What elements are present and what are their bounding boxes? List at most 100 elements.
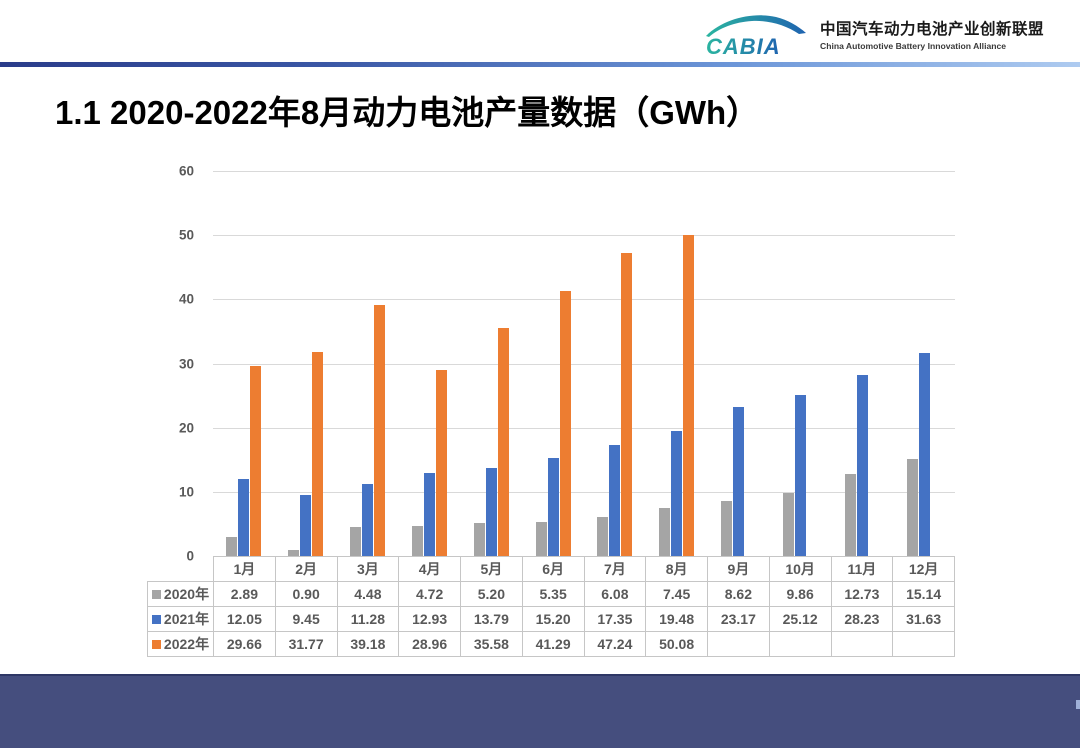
bar-2021年-11月 <box>856 374 868 556</box>
y-tick-label-10: 10 <box>178 484 194 500</box>
bar-2021年-6月 <box>547 458 559 556</box>
legend-swatch-2022年 <box>151 639 161 649</box>
bar-group-9月 <box>708 171 770 556</box>
footer-bar <box>0 674 1080 748</box>
bar-2021年-12月 <box>918 353 930 556</box>
legend-swatch-2021年 <box>151 614 161 624</box>
value-2020年-8月: 7.45 <box>645 581 708 607</box>
month-header-9月: 9月 <box>707 556 770 582</box>
bar-group-12月 <box>893 171 955 556</box>
gridline-40 <box>213 299 955 301</box>
value-2021年-5月: 13.79 <box>460 606 523 632</box>
value-2020年-6月: 5.35 <box>521 581 585 607</box>
logo-wordmark: CABIA <box>706 34 781 58</box>
bar-2022年-1月 <box>250 365 262 556</box>
month-header-4月: 4月 <box>398 556 461 582</box>
bar-2021年-2月 <box>300 495 312 556</box>
bar-2020年-6月 <box>535 521 547 556</box>
month-header-3月: 3月 <box>336 556 400 582</box>
bar-group-8月 <box>646 171 708 556</box>
value-2020年-3月: 4.48 <box>336 581 400 607</box>
value-2021年-12月: 31.63 <box>892 606 955 632</box>
bar-2020年-9月 <box>721 500 733 556</box>
value-2021年-11月: 28.23 <box>830 606 894 632</box>
y-tick-label-20: 20 <box>178 420 194 436</box>
bar-2020年-3月 <box>350 527 362 556</box>
value-2022年-11月 <box>830 631 894 657</box>
series-label-2020年: 2020年 <box>147 581 214 607</box>
y-tick-label-50: 50 <box>178 227 194 243</box>
bar-group-10月 <box>769 171 831 556</box>
org-name-en: China Automotive Battery Innovation Alli… <box>819 41 1007 51</box>
bar-2020年-12月 <box>906 458 918 556</box>
bar-group-7月 <box>584 171 646 556</box>
gridline-30 <box>213 363 955 365</box>
value-2021年-2月: 9.45 <box>274 606 338 632</box>
value-2021年-6月: 15.20 <box>521 606 585 632</box>
chart-data-table: 1月 2月 3月 4月 5月 6月 7月 8月 9月 10月 11月 12月 2020年 2.89 0.90… <box>147 556 955 657</box>
value-2022年-1月: 29.66 <box>213 631 276 657</box>
bar-2020年-7月 <box>597 517 609 556</box>
value-2021年-4月: 12.93 <box>398 606 461 632</box>
value-2022年-4月: 28.96 <box>398 631 461 657</box>
value-2020年-10月: 9.86 <box>768 581 832 607</box>
value-2020年-9月: 8.62 <box>707 581 770 607</box>
y-tick-label-60: 60 <box>178 163 194 179</box>
gridline-50 <box>213 235 955 237</box>
bar-2021年-3月 <box>362 483 374 556</box>
value-2020年-4月: 4.72 <box>398 581 461 607</box>
month-header-5月: 5月 <box>460 556 523 582</box>
bar-2022年-8月 <box>683 234 695 556</box>
table-corner-cell <box>148 557 214 582</box>
month-header-7月: 7月 <box>583 556 647 582</box>
org-name-zh: 中国汽车动力电池产业创新联盟 <box>819 21 1044 38</box>
month-header-8月: 8月 <box>645 556 708 582</box>
bar-2022年-7月 <box>621 252 633 556</box>
gridline-60 <box>213 171 955 172</box>
value-2022年-3月: 39.18 <box>336 631 400 657</box>
bar-group-2月 <box>275 171 337 556</box>
series-name: 2022年 <box>163 636 210 652</box>
value-2020年-2月: 0.90 <box>274 581 338 607</box>
bar-2021年-4月 <box>423 473 435 556</box>
bar-2021年-1月 <box>238 478 250 556</box>
y-axis: 0 10 20 30 40 50 60 <box>148 164 204 564</box>
bar-2021年-10月 <box>794 394 806 556</box>
month-header-2月: 2月 <box>274 556 338 582</box>
value-2022年-10月 <box>768 631 832 657</box>
month-header-6月: 6月 <box>521 556 585 582</box>
bar-2022年-2月 <box>312 352 324 556</box>
header-logo: CABIA 中国汽车动力电池产业创新联盟 China Automotive Ba… <box>702 10 1044 58</box>
bar-2021年-8月 <box>671 431 683 556</box>
bar-2020年-8月 <box>659 508 671 556</box>
chart-plot-area <box>213 171 955 556</box>
value-2022年-7月: 47.24 <box>583 631 647 657</box>
value-2020年-1月: 2.89 <box>213 581 276 607</box>
series-label-2022年: 2022年 <box>147 631 214 657</box>
series-name: 2020年 <box>163 586 210 602</box>
bar-2020年-11月 <box>844 474 856 556</box>
bar-groups <box>213 171 955 556</box>
value-2021年-10月: 25.12 <box>768 606 832 632</box>
bar-2021年-7月 <box>609 444 621 556</box>
bar-group-3月 <box>337 171 399 556</box>
bar-2022年-5月 <box>497 327 509 556</box>
table-row-2020年: 2020年 2.89 0.90 4.48 4.72 5.20 5.35 6.08 7.45 8.6… <box>147 581 955 607</box>
month-header-1月: 1月 <box>213 556 276 582</box>
header-divider-rule <box>0 62 1080 67</box>
value-2022年-9月 <box>707 631 770 657</box>
table-row-2021年: 2021年 12.05 9.45 11.28 12.93 13.79 15.20 17.35 1… <box>147 606 955 632</box>
bar-group-4月 <box>398 171 460 556</box>
value-2021年-9月: 23.17 <box>707 606 770 632</box>
series-label-2021年: 2021年 <box>147 606 214 632</box>
bar-group-1月 <box>213 171 275 556</box>
value-2020年-11月: 12.73 <box>830 581 894 607</box>
y-tick-label-30: 30 <box>178 356 194 371</box>
value-2021年-3月: 11.28 <box>336 606 400 632</box>
value-2022年-8月: 50.08 <box>645 631 708 657</box>
table-row-2022年: 2022年 29.66 31.77 39.18 28.96 35.58 41.29 47.24… <box>147 631 955 657</box>
gridline-20 <box>213 427 955 429</box>
car-swoosh-shape <box>705 15 806 37</box>
page-number-sliver <box>1076 700 1080 709</box>
bar-group-6月 <box>522 171 584 556</box>
